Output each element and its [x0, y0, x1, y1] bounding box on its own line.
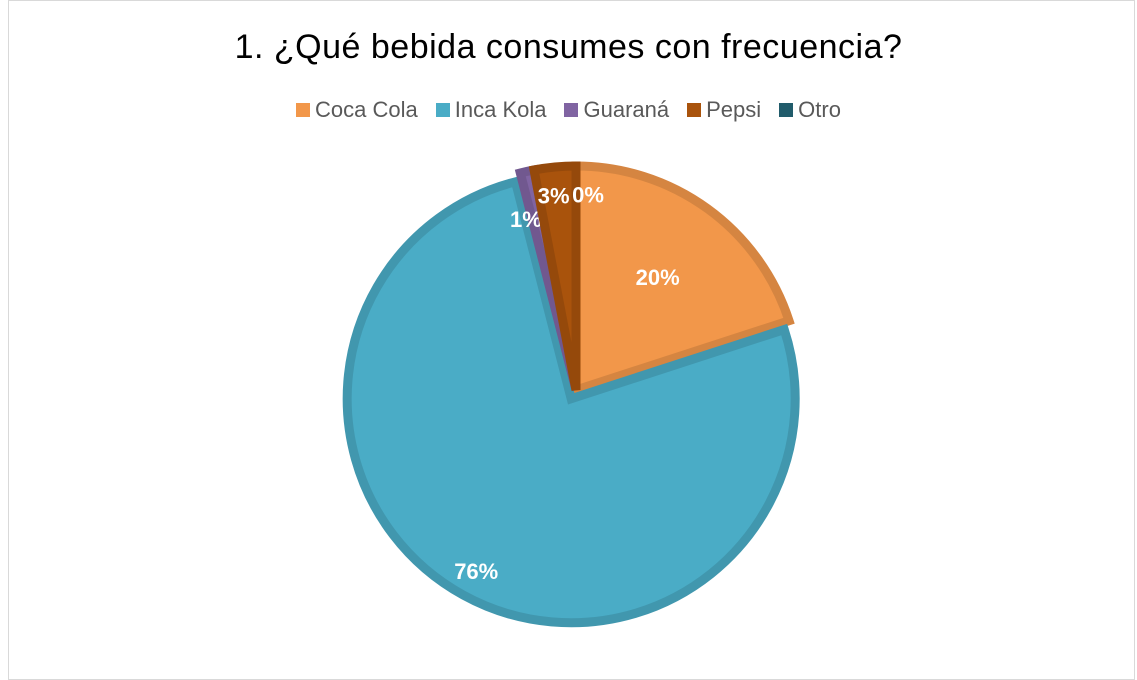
legend-swatch-coca-cola: [296, 103, 311, 117]
legend-item-pepsi: Pepsi: [687, 97, 761, 123]
legend-label-inca-kola: Inca Kola: [454, 97, 547, 122]
data-label-coca-cola: 20%: [636, 265, 680, 290]
legend-swatch-guarana: [564, 103, 579, 117]
legend-swatch-inca-kola: [435, 103, 450, 117]
pie-chart: 20% 76% 1%3% 0%: [342, 161, 800, 628]
legend-label-otro: Otro: [798, 97, 841, 122]
legend-item-guarana: Guaraná: [564, 97, 669, 123]
legend-label-pepsi: Pepsi: [706, 97, 762, 122]
pie-slice-coca-cola: [571, 161, 795, 397]
chart-legend: Coca Cola Inca Kola Guaraná Pepsi Otro: [0, 97, 1137, 123]
legend-label-guarana: Guaraná: [583, 97, 670, 122]
pie-slice-inca-kola: [342, 176, 800, 628]
data-label-otro: 0%: [572, 183, 604, 208]
legend-item-coca-cola: Coca Cola: [296, 97, 418, 123]
legend-item-inca-kola: Inca Kola: [435, 97, 547, 123]
data-label-pepsi: 3%: [538, 183, 570, 208]
legend-swatch-otro: [779, 103, 794, 117]
legend-item-otro: Otro: [779, 97, 841, 123]
legend-swatch-pepsi: [687, 103, 702, 117]
data-label-inca-kola: 76%: [454, 559, 498, 584]
chart-title: 1. ¿Qué bebida consumes con frecuencia?: [234, 28, 903, 66]
pie-slice-pepsi: [528, 161, 581, 391]
legend-label-coca-cola: Coca Cola: [315, 97, 418, 122]
data-label-guarana: 1%: [510, 207, 542, 232]
